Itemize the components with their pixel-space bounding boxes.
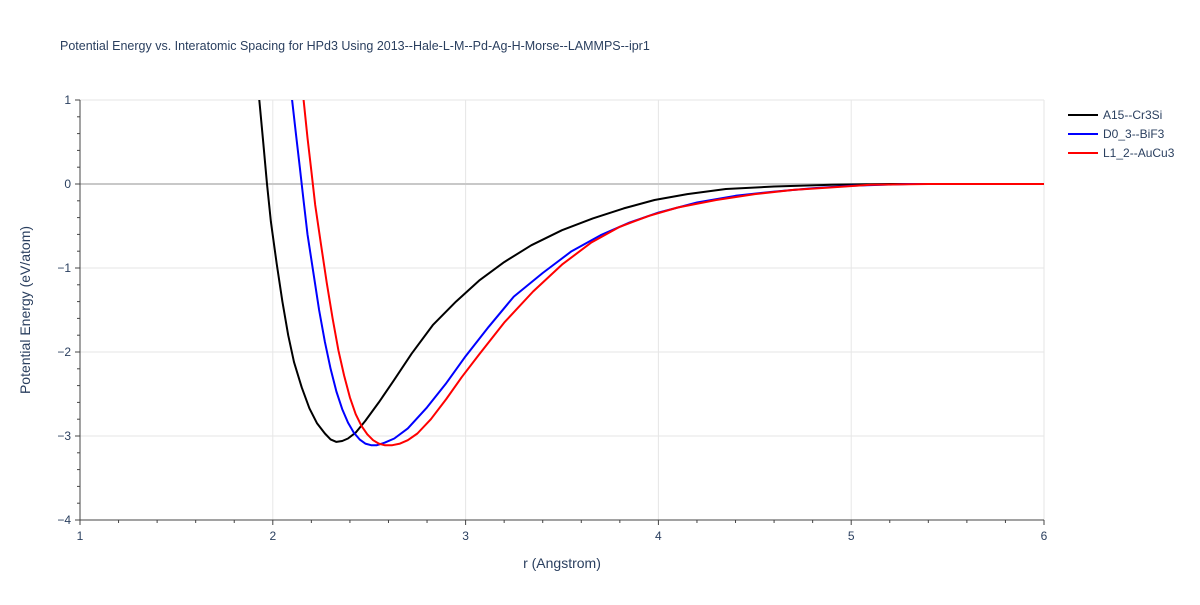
x-tick-label: 3 bbox=[462, 529, 469, 543]
y-tick-label: −4 bbox=[57, 513, 71, 527]
x-tick-label: 2 bbox=[269, 529, 276, 543]
series-line-2 bbox=[302, 100, 1044, 447]
legend-item[interactable]: L1_2--AuCu3 bbox=[1068, 146, 1175, 160]
chart-title: Potential Energy vs. Interatomic Spacing… bbox=[60, 39, 650, 53]
legend-item[interactable]: A15--Cr3Si bbox=[1068, 108, 1162, 122]
y-tick-label: −3 bbox=[57, 429, 71, 443]
grid-layer bbox=[80, 99, 1045, 520]
legend-label: L1_2--AuCu3 bbox=[1103, 146, 1175, 160]
x-tick-label: 4 bbox=[655, 529, 662, 543]
x-tick-label: 6 bbox=[1041, 529, 1048, 543]
y-axis-title: Potential Energy (eV/atom) bbox=[17, 226, 33, 394]
y-tick-label: −1 bbox=[57, 261, 71, 275]
series-line-1 bbox=[291, 100, 1044, 447]
legend-label: D0_3--BiF3 bbox=[1103, 127, 1165, 141]
series-layer bbox=[258, 100, 1044, 447]
x-tick-label: 1 bbox=[77, 529, 84, 543]
axis-layer bbox=[75, 99, 1045, 525]
x-tick-label: 5 bbox=[848, 529, 855, 543]
y-tick-label: 0 bbox=[64, 177, 71, 191]
x-axis-title: r (Angstrom) bbox=[523, 555, 601, 571]
tick-labels: 1 2 3 4 5 6 1 0 −1 −2 −3 −4 bbox=[57, 93, 1047, 543]
legend[interactable]: A15--Cr3Si D0_3--BiF3 L1_2--AuCu3 bbox=[1068, 108, 1175, 160]
legend-label: A15--Cr3Si bbox=[1103, 108, 1162, 122]
y-tick-label: −2 bbox=[57, 345, 71, 359]
legend-item[interactable]: D0_3--BiF3 bbox=[1068, 127, 1165, 141]
y-tick-label: 1 bbox=[64, 93, 71, 107]
series-line-0 bbox=[258, 100, 1044, 443]
